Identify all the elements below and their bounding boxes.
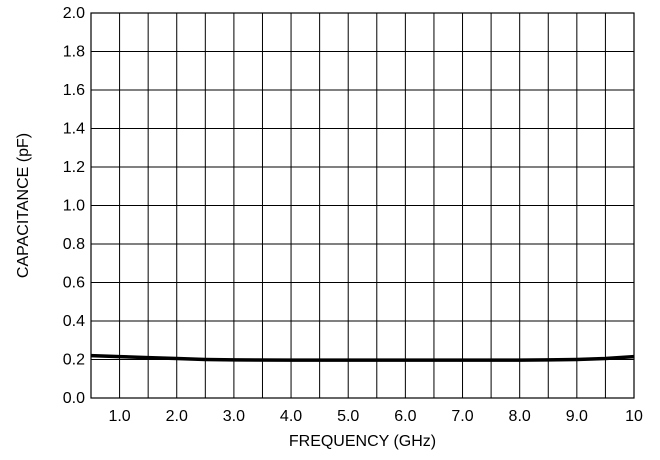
- x-tick-label: 4.0: [280, 408, 302, 425]
- y-tick-labels: 0.0 0.2 0.4 0.6 0.8 1.0 1.2 1.4 1.6 1.8 2.0: [63, 5, 85, 407]
- x-tick-label: 8.0: [509, 408, 531, 425]
- y-tick-label: 0.8: [63, 236, 85, 253]
- y-tick-label: 0.2: [63, 352, 85, 369]
- y-tick-label: 1.2: [63, 159, 85, 176]
- x-tick-label: 2.0: [166, 408, 188, 425]
- x-tick-label: 10: [625, 408, 643, 425]
- y-tick-label: 1.6: [63, 82, 85, 99]
- x-tick-label: 9.0: [566, 408, 588, 425]
- plot-frame: [90, 12, 635, 399]
- y-tick-label: 1.8: [63, 44, 85, 61]
- x-tick-label: 7.0: [451, 408, 473, 425]
- x-tick-label: 5.0: [337, 408, 359, 425]
- capacitance-series-line: [90, 353, 635, 362]
- x-tick-label: 6.0: [394, 408, 416, 425]
- series-layer: [90, 353, 635, 362]
- y-axis-title: CAPACITANCE (pF): [15, 133, 32, 278]
- y-tick-label: 1.0: [63, 198, 85, 215]
- x-axis-title: FREQUENCY (GHz): [289, 433, 436, 450]
- y-tick-label: 2.0: [63, 5, 85, 22]
- x-tick-label: 3.0: [223, 408, 245, 425]
- y-tick-label: 1.4: [63, 121, 85, 138]
- y-tick-label: 0.0: [63, 390, 85, 407]
- y-tick-label: 0.4: [63, 313, 85, 330]
- y-tick-label: 0.6: [63, 275, 85, 292]
- x-tick-label: 1.0: [108, 408, 130, 425]
- grid: [90, 12, 635, 399]
- x-tick-labels: 1.0 2.0 3.0 4.0 5.0 6.0 7.0 8.0 9.0 10: [108, 408, 643, 425]
